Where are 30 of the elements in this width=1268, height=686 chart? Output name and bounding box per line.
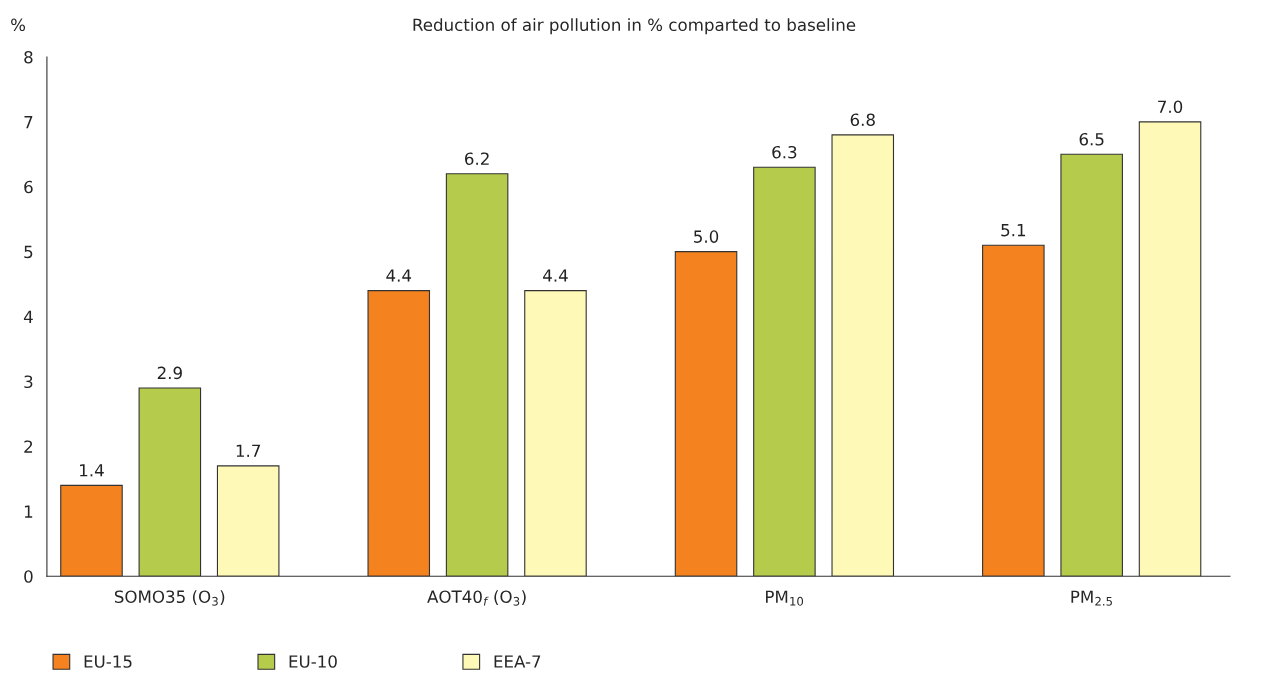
chart-title: Reduction of air pollution in % comparted to baseline [413,18,856,35]
data-label: 7.0 [1158,100,1183,114]
data-label: 2.9 [157,366,182,380]
y-tick-label: 0 [24,570,33,583]
x-tick-label: PM$_{10}$ [766,590,804,606]
legend-label: EU-10 [289,655,337,668]
x-tick-label: SOMO35 (O$_{3}$) [114,590,225,606]
y-tick-label: 2 [24,440,33,453]
data-label: 4.4 [543,269,568,282]
data-label: 4.4 [386,269,412,282]
data-label: 5.0 [694,230,719,243]
legend-label: EEA-7 [494,655,541,668]
data-label: 6.2 [465,152,489,165]
data-label: 1.4 [80,464,104,477]
legend-label: EU-15 [84,655,132,668]
y-tick-label: 6 [24,180,33,194]
data-label: 6.5 [1079,132,1104,146]
y-axis-title: % [11,18,26,32]
y-tick-label: 8 [24,50,33,64]
y-tick-label: 5 [24,245,33,259]
x-tick-label: PM$_{2.5}$ [1071,590,1112,606]
y-tick-label: 3 [24,375,33,389]
x-tick-label: AOT40$_{f}$ (O$_{3}$) [427,590,526,606]
data-label: 5.1 [1001,224,1026,237]
y-tick-label: 7 [24,116,33,129]
data-label: 6.3 [772,145,797,159]
y-tick-label: 4 [23,310,33,323]
data-label: 6.8 [850,113,875,127]
data-label: 1.7 [236,444,261,457]
y-tick-label: 1 [24,505,33,518]
